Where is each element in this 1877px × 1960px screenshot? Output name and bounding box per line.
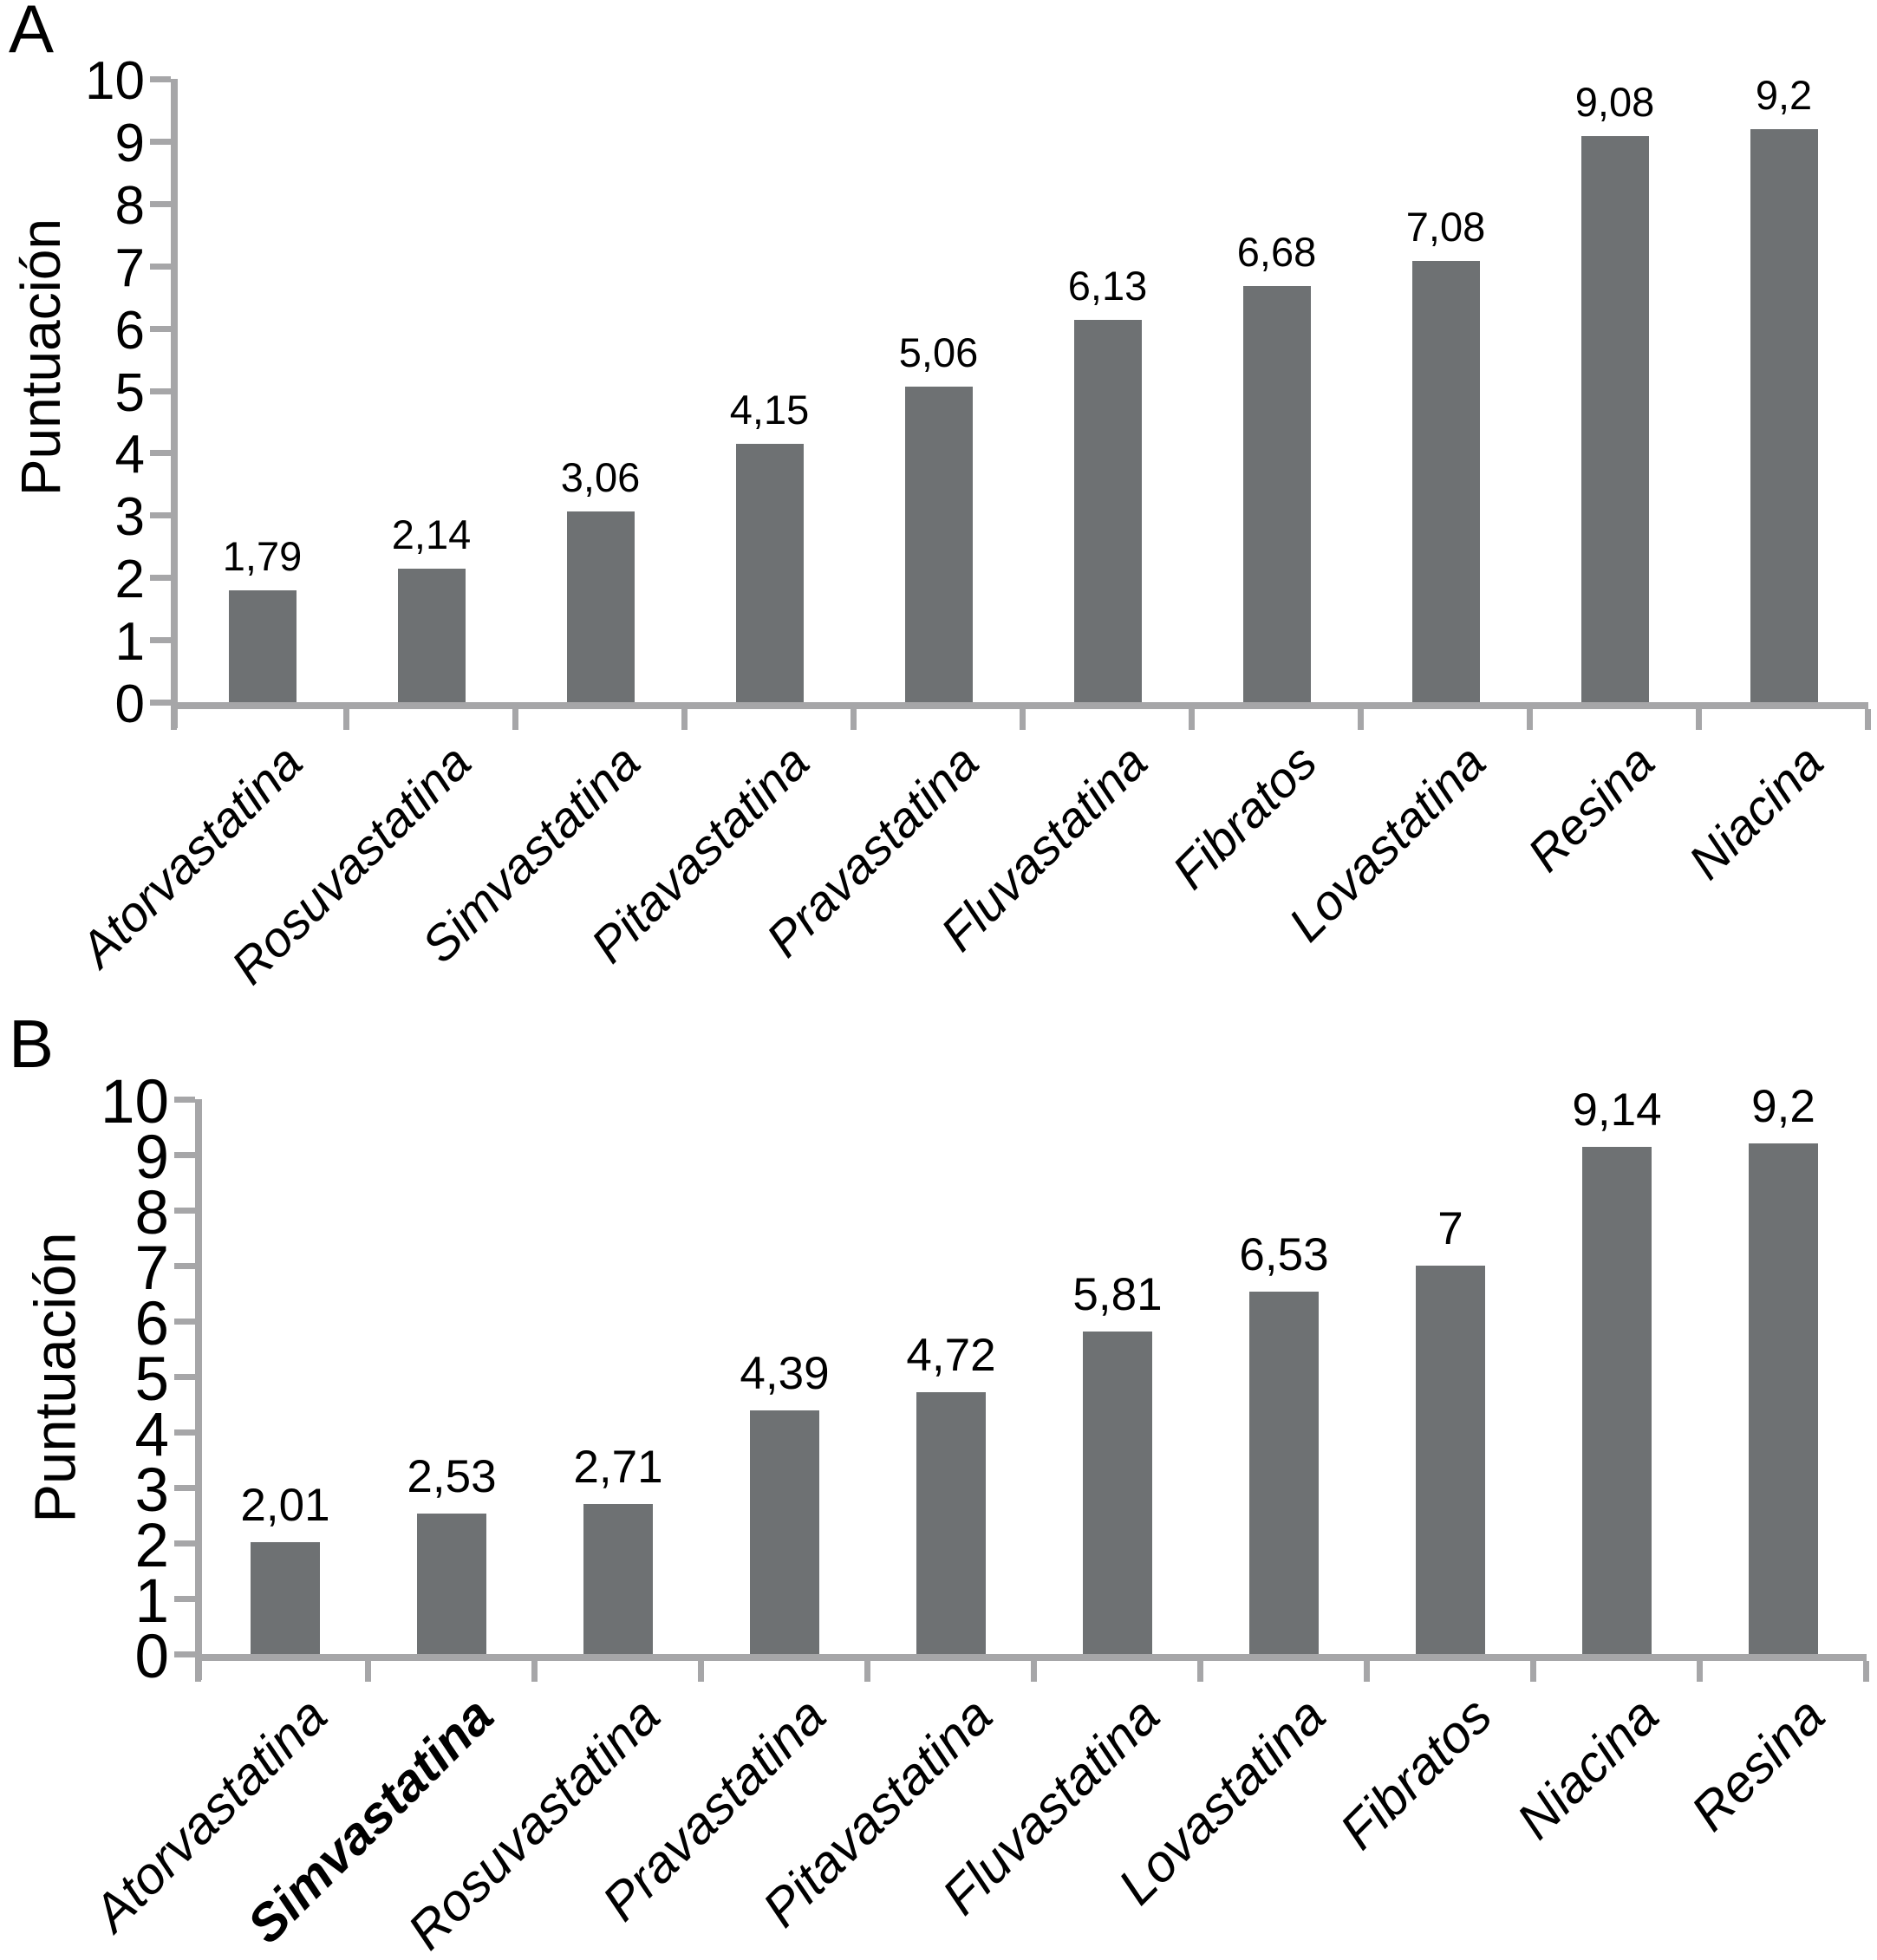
x-tick-mark: [1358, 709, 1364, 730]
x-axis-category-label: Fibratos: [1332, 1689, 1502, 1859]
x-tick-mark: [1527, 709, 1533, 730]
y-tick-mark: [174, 1374, 195, 1380]
bar-value-label: 9,2: [1645, 1084, 1877, 1130]
y-tick-label: 10: [0, 1071, 169, 1133]
bar: [1581, 136, 1649, 702]
bar: [1416, 1266, 1485, 1654]
y-tick-label: 6: [0, 304, 145, 358]
x-tick-mark: [1020, 709, 1026, 730]
bar: [736, 444, 804, 702]
bar-value-label: 2,14: [293, 514, 570, 555]
bar: [567, 511, 635, 702]
y-tick-mark: [150, 76, 171, 82]
x-axis-line: [171, 702, 1868, 709]
x-axis-category-label: Niacina: [1681, 737, 1833, 889]
x-tick-mark: [531, 1661, 538, 1682]
y-tick-label: 9: [0, 117, 145, 171]
x-tick-mark: [698, 1661, 704, 1682]
bar-value-label: 9,2: [1646, 75, 1877, 115]
y-axis-line: [171, 79, 178, 728]
y-axis-line: [195, 1099, 202, 1680]
y-tick-label: 8: [0, 179, 145, 233]
x-tick-mark: [365, 1661, 371, 1682]
x-tick-mark: [512, 709, 518, 730]
y-tick-mark: [150, 139, 171, 145]
y-tick-label: 1: [0, 615, 145, 669]
y-tick-mark: [174, 1596, 195, 1602]
bar: [417, 1514, 486, 1654]
bar: [1582, 1147, 1652, 1654]
bar: [1750, 129, 1818, 702]
x-tick-mark: [1197, 1661, 1203, 1682]
bar-value-label: 4,15: [631, 389, 909, 430]
x-tick-mark: [1696, 709, 1702, 730]
y-tick-mark: [174, 1208, 195, 1214]
y-tick-mark: [174, 1651, 195, 1657]
x-tick-mark: [681, 709, 688, 730]
y-tick-mark: [174, 1152, 195, 1158]
y-tick-mark: [174, 1097, 195, 1103]
bar: [1412, 261, 1480, 702]
y-tick-mark: [150, 264, 171, 270]
y-tick-label: 4: [0, 428, 145, 482]
x-tick-mark: [851, 709, 857, 730]
y-tick-label: 5: [0, 367, 145, 420]
x-tick-mark: [343, 709, 349, 730]
y-tick-mark: [174, 1263, 195, 1269]
bar: [583, 1504, 653, 1654]
bar: [1074, 320, 1142, 702]
x-axis-line: [195, 1654, 1867, 1661]
y-tick-mark: [174, 1319, 195, 1325]
x-tick-mark: [1189, 709, 1195, 730]
y-tick-label: 7: [0, 242, 145, 296]
y-tick-mark: [150, 637, 171, 643]
bar: [1249, 1292, 1319, 1654]
y-tick-mark: [150, 700, 171, 706]
x-tick-mark: [1697, 1661, 1703, 1682]
bar: [1749, 1143, 1818, 1654]
bar: [905, 387, 973, 702]
bar-value-label: 7: [1312, 1206, 1589, 1252]
bar-value-label: 4,72: [812, 1332, 1090, 1378]
bar: [398, 569, 466, 702]
y-tick-mark: [150, 450, 171, 456]
x-tick-mark: [1364, 1661, 1370, 1682]
x-axis-category-label: Fibratos: [1164, 737, 1326, 898]
x-tick-mark: [864, 1661, 870, 1682]
x-axis-category-label: Resina: [1683, 1689, 1835, 1840]
y-tick-label: 10: [0, 55, 145, 108]
bar: [916, 1392, 986, 1654]
y-tick-mark: [174, 1540, 195, 1547]
y-tick-mark: [174, 1429, 195, 1436]
bar-value-label: 5,06: [800, 332, 1078, 373]
x-tick-mark: [1863, 1661, 1869, 1682]
y-tick-mark: [150, 388, 171, 394]
x-tick-mark: [195, 1661, 201, 1682]
y-tick-mark: [150, 326, 171, 332]
bar: [1243, 286, 1311, 702]
bar-value-label: 3,06: [462, 457, 740, 498]
panel-letter: A: [9, 0, 54, 62]
x-axis-category-label: Resina: [1520, 737, 1664, 881]
x-axis-category-label: Niacina: [1509, 1689, 1668, 1848]
bar: [251, 1542, 320, 1654]
bar-value-label: 5,81: [979, 1272, 1256, 1318]
y-tick-mark: [150, 512, 171, 518]
bar: [1083, 1332, 1152, 1654]
bar-value-label: 2,71: [479, 1444, 757, 1490]
bar: [750, 1410, 819, 1654]
y-tick-mark: [150, 201, 171, 207]
bar: [229, 590, 297, 702]
x-tick-mark: [1530, 1661, 1536, 1682]
x-tick-mark: [171, 709, 177, 730]
x-tick-mark: [1031, 1661, 1037, 1682]
x-tick-mark: [1865, 709, 1871, 730]
panel-letter: B: [9, 1010, 54, 1078]
bar-value-label: 7,08: [1307, 206, 1585, 247]
y-tick-label: 0: [0, 678, 145, 732]
